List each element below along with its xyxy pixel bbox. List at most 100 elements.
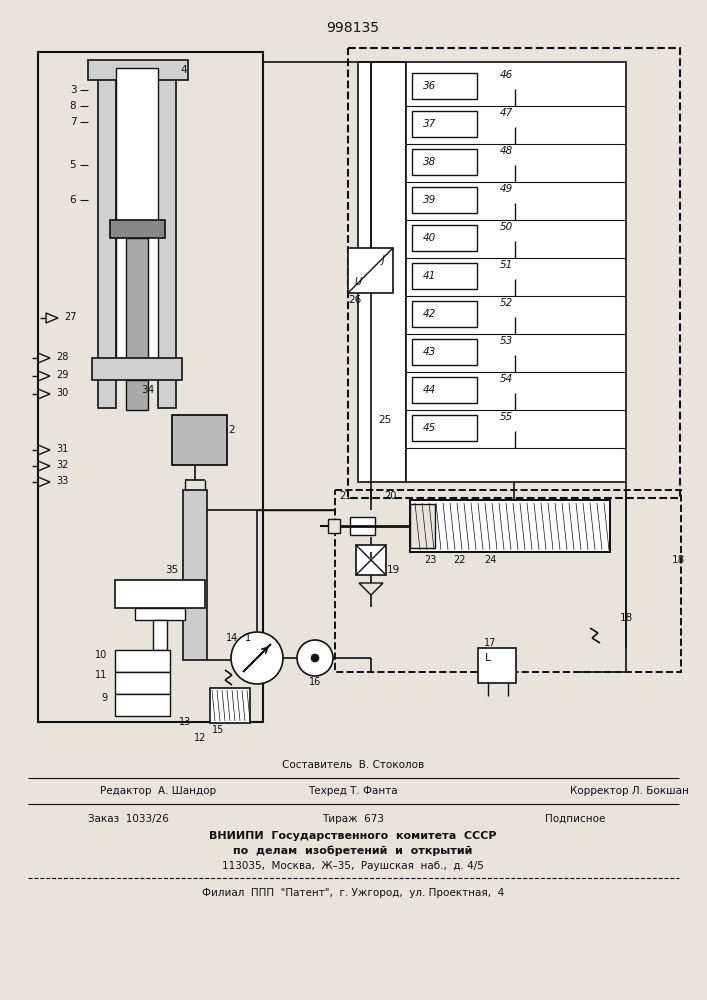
Bar: [412, 187, 477, 213]
Bar: [410, 500, 610, 552]
Bar: [412, 301, 477, 327]
Text: 15: 15: [212, 725, 224, 735]
Text: 52: 52: [500, 298, 513, 308]
Bar: [412, 339, 477, 365]
Text: 998135: 998135: [327, 21, 380, 35]
Text: 38: 38: [423, 157, 436, 167]
Text: 6: 6: [70, 195, 76, 205]
Text: Техред Т. Фанта: Техред Т. Фанта: [308, 786, 398, 796]
Text: 26: 26: [349, 295, 361, 305]
Text: 7: 7: [70, 117, 76, 127]
Bar: [88, 60, 188, 80]
Bar: [412, 111, 477, 137]
Bar: [412, 377, 477, 403]
Bar: [412, 415, 477, 441]
Text: 16: 16: [309, 677, 321, 687]
Text: Тираж  673: Тираж 673: [322, 814, 384, 824]
Bar: [116, 68, 158, 358]
Bar: [115, 694, 170, 716]
Bar: [98, 68, 116, 408]
Bar: [412, 149, 477, 175]
Text: Редактор  А. Шандор: Редактор А. Шандор: [100, 786, 216, 796]
Text: 14: 14: [226, 633, 238, 643]
Bar: [358, 62, 406, 482]
Bar: [348, 48, 680, 498]
Text: 3: 3: [70, 85, 76, 95]
Text: 50: 50: [500, 222, 513, 232]
Text: по  делам  изобретений  и  открытий: по делам изобретений и открытий: [233, 846, 473, 856]
Bar: [38, 52, 263, 722]
Text: U: U: [354, 277, 361, 287]
Text: 45: 45: [423, 423, 436, 433]
Bar: [153, 620, 167, 650]
Bar: [328, 519, 340, 533]
Text: 32: 32: [56, 460, 69, 470]
Text: 11: 11: [95, 670, 107, 680]
Text: 40: 40: [423, 233, 436, 243]
Text: 46: 46: [500, 70, 513, 80]
Text: 44: 44: [423, 385, 436, 395]
Bar: [412, 263, 477, 289]
Circle shape: [311, 654, 319, 662]
Text: 10: 10: [95, 650, 107, 660]
Bar: [478, 648, 516, 683]
Text: 36: 36: [423, 81, 436, 91]
Text: 30: 30: [56, 388, 69, 398]
Text: 23: 23: [423, 555, 436, 565]
Bar: [158, 68, 176, 408]
Text: 43: 43: [423, 347, 436, 357]
Text: 34: 34: [141, 385, 155, 395]
Text: 35: 35: [165, 565, 179, 575]
Text: 113035,  Москва,  Ж–35,  Раушская  наб.,  д. 4/5: 113035, Москва, Ж–35, Раушская наб., д. …: [222, 861, 484, 871]
Text: 8: 8: [70, 101, 76, 111]
Bar: [335, 490, 681, 672]
Text: Корректор Л. Бокшан: Корректор Л. Бокшан: [570, 786, 689, 796]
Text: L: L: [485, 653, 491, 663]
Text: 20: 20: [384, 491, 396, 501]
Text: 37: 37: [423, 119, 436, 129]
Text: 41: 41: [423, 271, 436, 281]
Text: 1: 1: [245, 633, 251, 643]
Text: 13: 13: [179, 717, 191, 727]
Text: 29: 29: [56, 370, 69, 380]
Bar: [110, 220, 165, 238]
Text: 28: 28: [56, 352, 69, 362]
Text: ВНИИПИ  Государственного  комитета  СССР: ВНИИПИ Государственного комитета СССР: [209, 831, 497, 841]
Bar: [350, 517, 375, 535]
Text: 22: 22: [454, 555, 466, 565]
Bar: [410, 504, 435, 548]
Bar: [210, 688, 250, 723]
Text: 4: 4: [180, 65, 187, 75]
Bar: [115, 650, 170, 672]
Text: 49: 49: [500, 184, 513, 194]
Text: 33: 33: [56, 476, 69, 486]
Text: 5: 5: [70, 160, 76, 170]
Text: Филиал  ППП  "Патент",  г. Ужгород,  ул. Проектная,  4: Филиал ППП "Патент", г. Ужгород, ул. Про…: [202, 888, 504, 898]
Text: Составитель  В. Стоколов: Составитель В. Стоколов: [282, 760, 424, 770]
Bar: [183, 490, 207, 660]
Text: 18: 18: [620, 613, 633, 623]
Bar: [115, 580, 205, 608]
Text: 17: 17: [484, 638, 496, 648]
Circle shape: [231, 632, 283, 684]
Bar: [348, 248, 393, 293]
Text: 31: 31: [56, 444, 69, 454]
Circle shape: [297, 640, 333, 676]
Text: 24: 24: [484, 555, 496, 565]
Bar: [115, 672, 170, 694]
Text: 51: 51: [500, 260, 513, 270]
Bar: [412, 73, 477, 99]
Text: 19: 19: [386, 565, 399, 575]
Bar: [126, 380, 148, 410]
Text: 55: 55: [500, 412, 513, 422]
Bar: [126, 238, 148, 368]
Bar: [135, 608, 185, 620]
Text: 9: 9: [101, 693, 107, 703]
Text: 54: 54: [500, 374, 513, 384]
Text: Заказ  1033/26: Заказ 1033/26: [88, 814, 169, 824]
Text: J: J: [382, 255, 385, 265]
Text: 42: 42: [423, 309, 436, 319]
Text: 27: 27: [64, 312, 76, 322]
Bar: [412, 225, 477, 251]
Text: 18: 18: [672, 555, 685, 565]
